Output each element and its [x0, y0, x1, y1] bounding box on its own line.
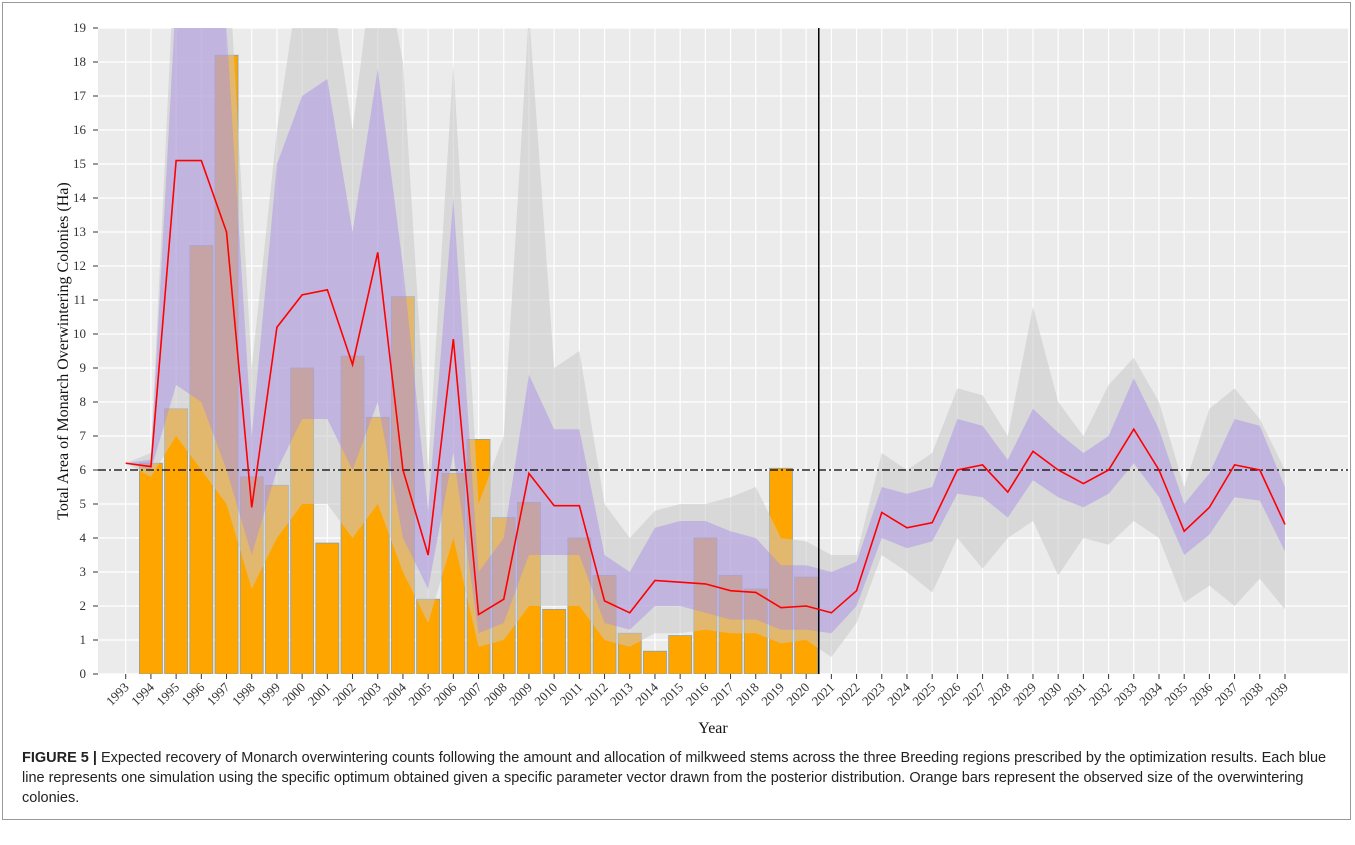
x-tick-label: 2017: [708, 679, 737, 708]
x-tick-label: 2003: [355, 680, 384, 709]
chart: Total Area of Monarch Overwintering Colo…: [55, 20, 1348, 737]
caption-label: FIGURE 5 |: [22, 750, 97, 766]
x-tick-label: 1997: [204, 679, 233, 708]
x-tick-label: 1995: [153, 680, 182, 709]
x-tick-label: 2004: [380, 679, 409, 708]
x-tick-label: 2031: [1061, 680, 1090, 709]
x-tick-label: 2032: [1086, 680, 1115, 709]
y-tick-label: 13: [73, 224, 86, 239]
y-tick-label: 12: [73, 258, 86, 273]
x-tick-label: 2002: [330, 680, 359, 709]
x-tick-label: 2030: [1035, 680, 1064, 709]
x-tick-label: 2034: [1136, 679, 1165, 708]
x-tick-label: 2010: [531, 680, 560, 709]
x-tick-label: 2008: [481, 680, 510, 709]
y-tick-label: 19: [73, 20, 86, 35]
y-tick-label: 6: [80, 462, 87, 477]
x-tick-label: 2037: [1212, 679, 1241, 708]
y-tick-label: 0: [80, 666, 87, 681]
y-tick-label: 14: [73, 190, 87, 205]
x-tick-label: 2026: [935, 679, 964, 708]
x-tick-label: 2013: [607, 680, 636, 709]
x-tick-label: 2025: [909, 680, 938, 709]
x-tick-label: 2039: [1262, 680, 1291, 709]
x-tick-label: 2035: [1161, 680, 1190, 709]
y-tick-label: 3: [80, 564, 87, 579]
uncertainty-band: [125, 28, 1285, 634]
x-tick-label: 2005: [405, 680, 434, 709]
x-tick-label: 2011: [557, 680, 586, 709]
y-tick-label: 17: [73, 88, 87, 103]
bar: [643, 650, 667, 674]
uncertainty-band: [125, 28, 1285, 657]
caption: FIGURE 5 | Expected recovery of Monarch …: [22, 748, 1332, 808]
x-axis-label: Year: [698, 720, 728, 737]
caption-text: Expected recovery of Monarch overwinteri…: [22, 750, 1327, 806]
y-tick-label: 15: [73, 156, 86, 171]
y-tick-label: 8: [80, 394, 87, 409]
y-tick-label: 18: [73, 54, 86, 69]
x-tick-label: 2016: [682, 679, 711, 708]
x-tick-label: 2027: [960, 679, 989, 708]
y-tick-label: 1: [80, 632, 87, 647]
bar: [668, 635, 693, 674]
y-tick-label: 7: [80, 428, 87, 443]
y-tick-label: 10: [73, 326, 86, 341]
figure-frame: [2, 2, 1351, 820]
x-tick-label: 2012: [582, 680, 611, 709]
x-tick-label: 2023: [859, 680, 888, 709]
x-tick-label: 1994: [128, 679, 157, 708]
x-tick-label: 2028: [985, 680, 1014, 709]
y-tick-label: 9: [80, 360, 87, 375]
x-tick-label: 1999: [254, 680, 283, 709]
x-tick-label: 2018: [733, 680, 762, 709]
x-tick-label: 2036: [1187, 679, 1216, 708]
x-tick-label: 2022: [834, 680, 863, 709]
bar: [542, 609, 567, 674]
bar: [315, 542, 340, 674]
x-tick-label: 2024: [884, 679, 913, 708]
x-tick-label: 1996: [178, 679, 207, 708]
y-axis-label: Total Area of Monarch Overwintering Colo…: [55, 182, 72, 519]
plot-layer: [98, 28, 1348, 674]
x-tick-label: 2014: [632, 679, 661, 708]
y-tick-label: 16: [73, 122, 87, 137]
x-tick-label: 2033: [1111, 680, 1140, 709]
y-tick-label: 2: [80, 598, 87, 613]
y-tick-label: 5: [80, 496, 87, 511]
x-tick-label: 2001: [304, 680, 333, 709]
x-tick-label: 1998: [229, 680, 258, 709]
x-tick-label: 2009: [506, 680, 535, 709]
x-tick-label: 2007: [456, 679, 485, 708]
x-tick-label: 1993: [103, 680, 132, 709]
mean-line: [125, 159, 1286, 616]
x-tick-label: 2015: [657, 680, 686, 709]
x-tick-label: 2019: [758, 680, 787, 709]
x-tick-label: 2000: [279, 680, 308, 709]
x-tick-label: 2038: [1237, 680, 1266, 709]
x-tick-label: 2021: [808, 680, 837, 709]
y-tick-label: 4: [80, 530, 87, 545]
x-tick-label: 2029: [1010, 680, 1039, 709]
x-tick-label: 2020: [783, 680, 812, 709]
y-tick-label: 11: [73, 292, 86, 307]
x-tick-label: 2006: [430, 679, 459, 708]
bar: [139, 462, 163, 674]
